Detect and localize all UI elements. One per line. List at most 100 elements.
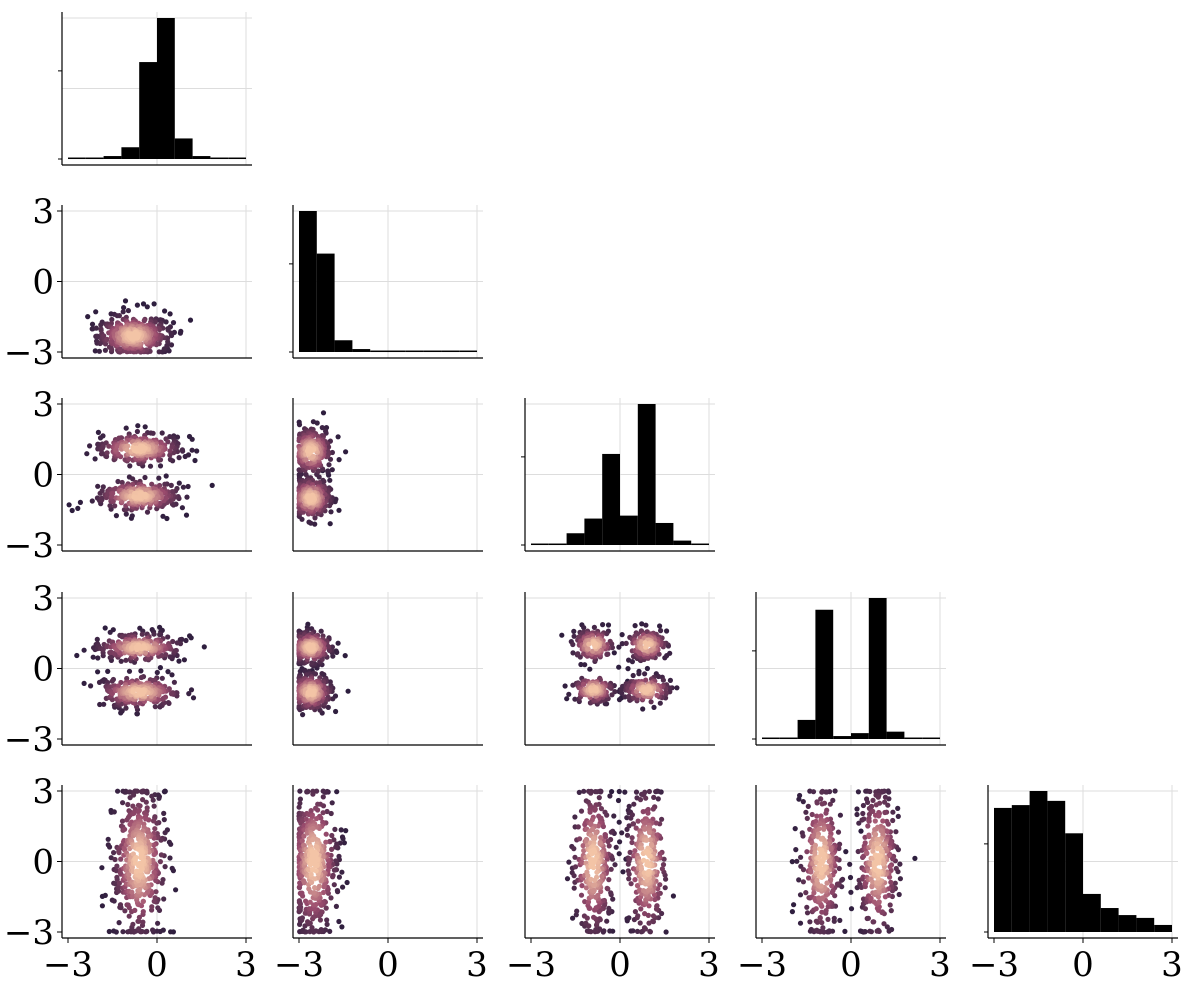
- hexbin-point-4-2-151: [646, 920, 652, 926]
- hexbin-point-4-1-408: [310, 867, 316, 873]
- hexbin-point-4-0-80: [134, 788, 140, 794]
- hexbin-point-4-2-333: [588, 821, 594, 828]
- hexbin-point-3-1-5: [335, 640, 341, 646]
- hexbin-point-4-1-299: [310, 825, 316, 832]
- hexbin-point-2-0-26: [176, 480, 182, 486]
- hexbin-point-3-0-3: [157, 665, 163, 671]
- hexbin-point-3-1-74: [309, 660, 315, 666]
- hexbin-point-3-2-555: [591, 641, 597, 647]
- hexbin-point-3-2-43: [581, 625, 587, 631]
- hexbin-point-3-1-32: [318, 628, 324, 634]
- hexbin-point-3-2-58: [571, 633, 577, 639]
- hexbin-point-3-1-12: [333, 648, 339, 654]
- hexbin-point-4-1-103: [297, 901, 303, 907]
- hexbin-point-4-2-25: [626, 915, 632, 921]
- hexbin-point-1-0-3: [85, 314, 91, 320]
- hexbin-point-4-3-131: [836, 865, 842, 872]
- hexbin-point-4-2-96: [663, 876, 669, 882]
- hist-bar-4-2: [1029, 791, 1048, 932]
- panel-r4-c0: [61, 785, 252, 939]
- hexbin-point-4-0-242: [140, 898, 146, 904]
- hexbin-point-1-0-74: [152, 319, 158, 325]
- hist-bar-0-6: [174, 138, 193, 159]
- hexbin-point-4-3-4: [843, 849, 849, 855]
- hexbin-point-1-0-2: [151, 301, 157, 307]
- hexbin-point-4-3-0: [858, 828, 864, 834]
- hexbin-point-4-3-34: [837, 812, 844, 818]
- hexbin-point-2-1-5: [336, 507, 342, 513]
- hexbin-point-4-3-25: [895, 813, 901, 820]
- hexbin-point-4-2-184: [659, 866, 666, 872]
- hexbin-point-2-0-59: [144, 509, 151, 515]
- hexbin-point-4-0-58: [127, 789, 133, 795]
- hist-bar-2-6: [637, 404, 656, 545]
- hexbin-point-4-2-174: [606, 877, 612, 883]
- hexbin-point-4-0-17: [169, 865, 175, 871]
- hexbin-point-1-0-41: [156, 349, 162, 355]
- hexbin-point-4-1-109: [329, 846, 335, 853]
- hexbin-point-4-1-53: [305, 789, 311, 795]
- hexbin-point-4-1-202: [326, 861, 332, 868]
- hexbin-point-2-1-14: [312, 521, 318, 527]
- hexbin-point-4-2-137: [632, 909, 639, 915]
- hexbin-point-2-0-55: [130, 476, 136, 482]
- hexbin-point-1-0-46: [98, 322, 104, 328]
- hexbin-point-3-2-81: [660, 677, 667, 683]
- hist-bar-4-0: [994, 807, 1012, 932]
- hexbin-point-4-2-196: [577, 836, 583, 842]
- hexbin-point-2-0-106: [119, 479, 125, 486]
- hexbin-point-4-2-309: [580, 843, 586, 849]
- hexbin-point-4-2-98: [592, 789, 599, 795]
- hexbin-point-4-2-572: [646, 869, 652, 875]
- panel-r1-c1: [289, 205, 483, 359]
- hexbin-point-3-2-9: [605, 622, 612, 628]
- hist-bar-2-3: [584, 518, 603, 545]
- hexbin-point-4-2-122: [586, 923, 592, 929]
- hexbin-point-4-0-231: [151, 869, 157, 876]
- hexbin-point-3-1-79: [296, 703, 302, 709]
- hexbin-point-3-2-5: [587, 666, 593, 672]
- hexbin-point-4-1-146: [315, 807, 321, 813]
- hexbin-point-4-0-171: [122, 826, 128, 832]
- hexbin-point-4-2-78: [571, 846, 577, 852]
- hexbin-point-4-2-527: [588, 876, 594, 883]
- hist-bar-3-4: [833, 736, 851, 739]
- hexbin-point-2-0-87: [107, 503, 113, 509]
- hexbin-point-1-0-5: [140, 301, 147, 307]
- hexbin-point-4-1-275: [301, 880, 307, 886]
- hexbin-point-4-1-309: [306, 886, 312, 892]
- hexbin-point-2-0-54: [134, 428, 140, 435]
- hexbin-point-4-0-3: [106, 928, 112, 935]
- hexbin-point-4-2-276: [585, 899, 592, 905]
- hexbin-point-3-0-21: [169, 672, 175, 678]
- hexbin-point-2-0-19: [84, 451, 90, 457]
- hexbin-point-3-2-120: [648, 699, 654, 705]
- hexbin-point-4-3-29: [896, 891, 902, 898]
- hexbin-point-4-1-81: [328, 895, 334, 901]
- hexbin-point-3-2-514: [586, 641, 592, 647]
- hexbin-point-4-2-158: [627, 856, 633, 862]
- hexbin-point-4-3-79: [805, 803, 811, 810]
- hist-bar-0-4: [139, 62, 157, 159]
- hexbin-point-1-0-1: [122, 298, 129, 304]
- hexbin-point-4-2-19: [607, 793, 613, 799]
- hexbin-point-4-0-27: [111, 809, 117, 815]
- hexbin-point-3-0-34: [97, 701, 103, 708]
- hexbin-point-4-2-585: [645, 851, 651, 857]
- hist-bar-4-4: [1065, 833, 1083, 932]
- hexbin-point-3-2-447: [585, 646, 591, 652]
- hexbin-point-4-1-16: [297, 788, 303, 794]
- hexbin-point-4-0-147: [136, 914, 142, 921]
- hexbin-point-4-3-105: [865, 799, 871, 806]
- hexbin-point-1-0-13: [92, 348, 98, 354]
- hexbin-point-2-0-42: [176, 455, 182, 461]
- hexbin-point-3-0-24: [138, 668, 144, 674]
- hexbin-point-4-0-101: [115, 888, 122, 894]
- hist-bar-3-3: [815, 609, 834, 739]
- hexbin-point-1-0-31: [93, 325, 99, 331]
- hexbin-point-3-0-490: [129, 645, 135, 651]
- hexbin-point-4-1-107: [315, 801, 321, 807]
- hexbin-point-4-2-221: [635, 818, 641, 824]
- hexbin-point-2-0-163: [149, 481, 155, 487]
- hexbin-point-3-0-84: [152, 704, 158, 710]
